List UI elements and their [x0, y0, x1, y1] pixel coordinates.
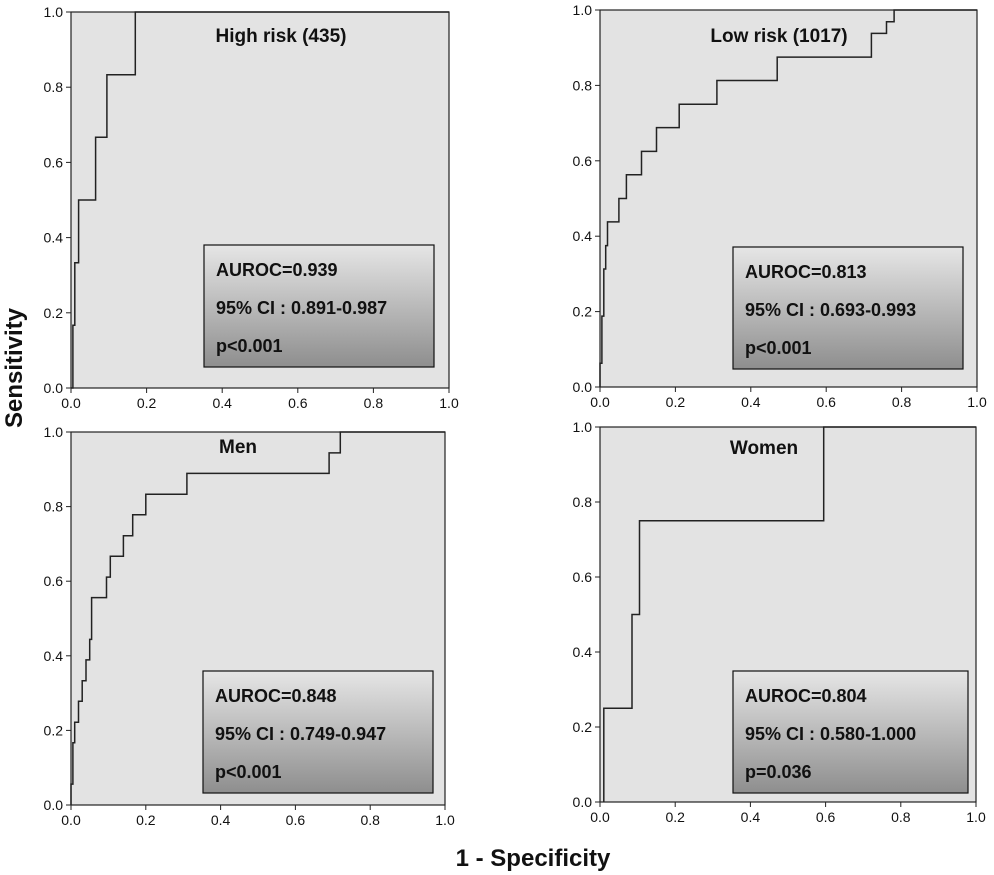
- confidence-interval: 95% CI : 0.580-1.000: [745, 724, 916, 744]
- y-tick-label: 0.6: [573, 153, 593, 169]
- y-tick-label: 1.0: [573, 419, 593, 435]
- stats-box: [202, 670, 434, 794]
- panel-title: Men: [219, 437, 257, 458]
- x-tick-label: 0.6: [286, 812, 306, 828]
- x-tick-label: 0.0: [61, 395, 81, 411]
- x-tick-label: 0.0: [590, 809, 610, 825]
- roc-panel-3: 0.0 0.2 0.4 0.6 0.8 1.0 0.0 0.2 0.4 0.6 0.8 1.0 Men A…: [44, 424, 455, 828]
- y-tick-label: 0.0: [573, 379, 593, 395]
- x-tick-label: 0.2: [136, 812, 156, 828]
- y-axis-label: Sensitivity: [1, 307, 28, 428]
- y-tick-label: 0.6: [44, 154, 64, 170]
- x-tick-label: 1.0: [967, 394, 987, 410]
- y-tick-label: 1.0: [573, 2, 593, 18]
- y-tick-label: 0.0: [573, 794, 593, 810]
- x-tick-label: 0.8: [891, 809, 911, 825]
- y-tick-label: 1.0: [44, 4, 64, 20]
- y-tick-label: 0.8: [44, 79, 64, 95]
- x-tick-label: 0.4: [741, 809, 761, 825]
- panel-title: High risk (435): [216, 26, 347, 47]
- x-tick-label: 0.2: [137, 395, 157, 411]
- auroc-value: AUROC=0.848: [215, 686, 337, 706]
- auroc-value: AUROC=0.804: [745, 686, 867, 706]
- y-tick-label: 1.0: [44, 424, 64, 440]
- roc-curve: [70, 431, 445, 805]
- p-value: p<0.001: [216, 336, 283, 356]
- x-tick-label: 0.0: [590, 394, 610, 410]
- roc-curve: [71, 11, 449, 389]
- x-tick-label: 1.0: [439, 395, 459, 411]
- roc-curve: [599, 9, 977, 387]
- confidence-interval: 95% CI : 0.891-0.987: [216, 298, 387, 318]
- p-value: p=0.036: [745, 762, 812, 782]
- x-tick-label: 0.0: [61, 812, 81, 828]
- y-tick-label: 0.4: [573, 228, 593, 244]
- y-tick-label: 0.6: [44, 573, 64, 589]
- x-tick-label: 1.0: [435, 812, 455, 828]
- x-tick-label: 0.8: [364, 395, 384, 411]
- y-tick-label: 0.4: [573, 644, 593, 660]
- stats-box: [203, 244, 435, 368]
- confidence-interval: 95% CI : 0.749-0.947: [215, 724, 386, 744]
- roc-panel-4: 0.0 0.2 0.4 0.6 0.8 1.0 0.0 0.2 0.4 0.6 0.8 1.0 Wome…: [573, 419, 986, 825]
- y-tick-label: 0.4: [44, 230, 64, 246]
- y-tick-label: 0.0: [44, 797, 64, 813]
- x-tick-label: 0.6: [816, 809, 836, 825]
- y-tick-label: 0.6: [573, 569, 593, 585]
- confidence-interval: 95% CI : 0.693-0.993: [745, 300, 916, 320]
- y-tick-label: 0.8: [44, 499, 64, 515]
- x-tick-label: 0.6: [288, 395, 308, 411]
- y-tick-label: 0.2: [573, 304, 593, 320]
- y-tick-label: 0.8: [573, 494, 593, 510]
- roc-panel-1: 0.0 0.2 0.4 0.6 0.8 1.0 0.0 0.2 0.4 0.6 0.8 1.0 High…: [44, 4, 459, 411]
- y-tick-label: 0.2: [44, 305, 64, 321]
- x-tick-label: 1.0: [966, 809, 986, 825]
- x-tick-label: 0.6: [816, 394, 836, 410]
- x-tick-label: 0.2: [666, 394, 686, 410]
- roc-panel-2: 0.0 0.2 0.4 0.6 0.8 1.0 0.0 0.2 0.4 0.6 0.8 1.0 Low …: [573, 2, 987, 410]
- x-tick-label: 0.2: [665, 809, 685, 825]
- stats-box: [732, 246, 964, 370]
- stats-box: [732, 670, 969, 794]
- roc-curve: [603, 426, 976, 802]
- x-tick-label: 0.4: [741, 394, 761, 410]
- x-axis-label: 1 - Specificity: [456, 845, 611, 872]
- x-tick-label: 0.4: [212, 395, 232, 411]
- y-tick-label: 0.0: [44, 380, 64, 396]
- x-tick-label: 0.4: [211, 812, 231, 828]
- y-tick-label: 0.2: [573, 719, 593, 735]
- y-tick-label: 0.8: [573, 77, 593, 93]
- p-value: p<0.001: [745, 338, 812, 358]
- panel-title: Low risk (1017): [710, 26, 847, 47]
- auroc-value: AUROC=0.813: [745, 262, 867, 282]
- panel-title: Women: [730, 438, 798, 459]
- x-tick-label: 0.8: [360, 812, 380, 828]
- y-tick-label: 0.2: [44, 722, 64, 738]
- auroc-value: AUROC=0.939: [216, 260, 338, 280]
- x-tick-label: 0.8: [892, 394, 912, 410]
- p-value: p<0.001: [215, 762, 282, 782]
- y-tick-label: 0.4: [44, 648, 64, 664]
